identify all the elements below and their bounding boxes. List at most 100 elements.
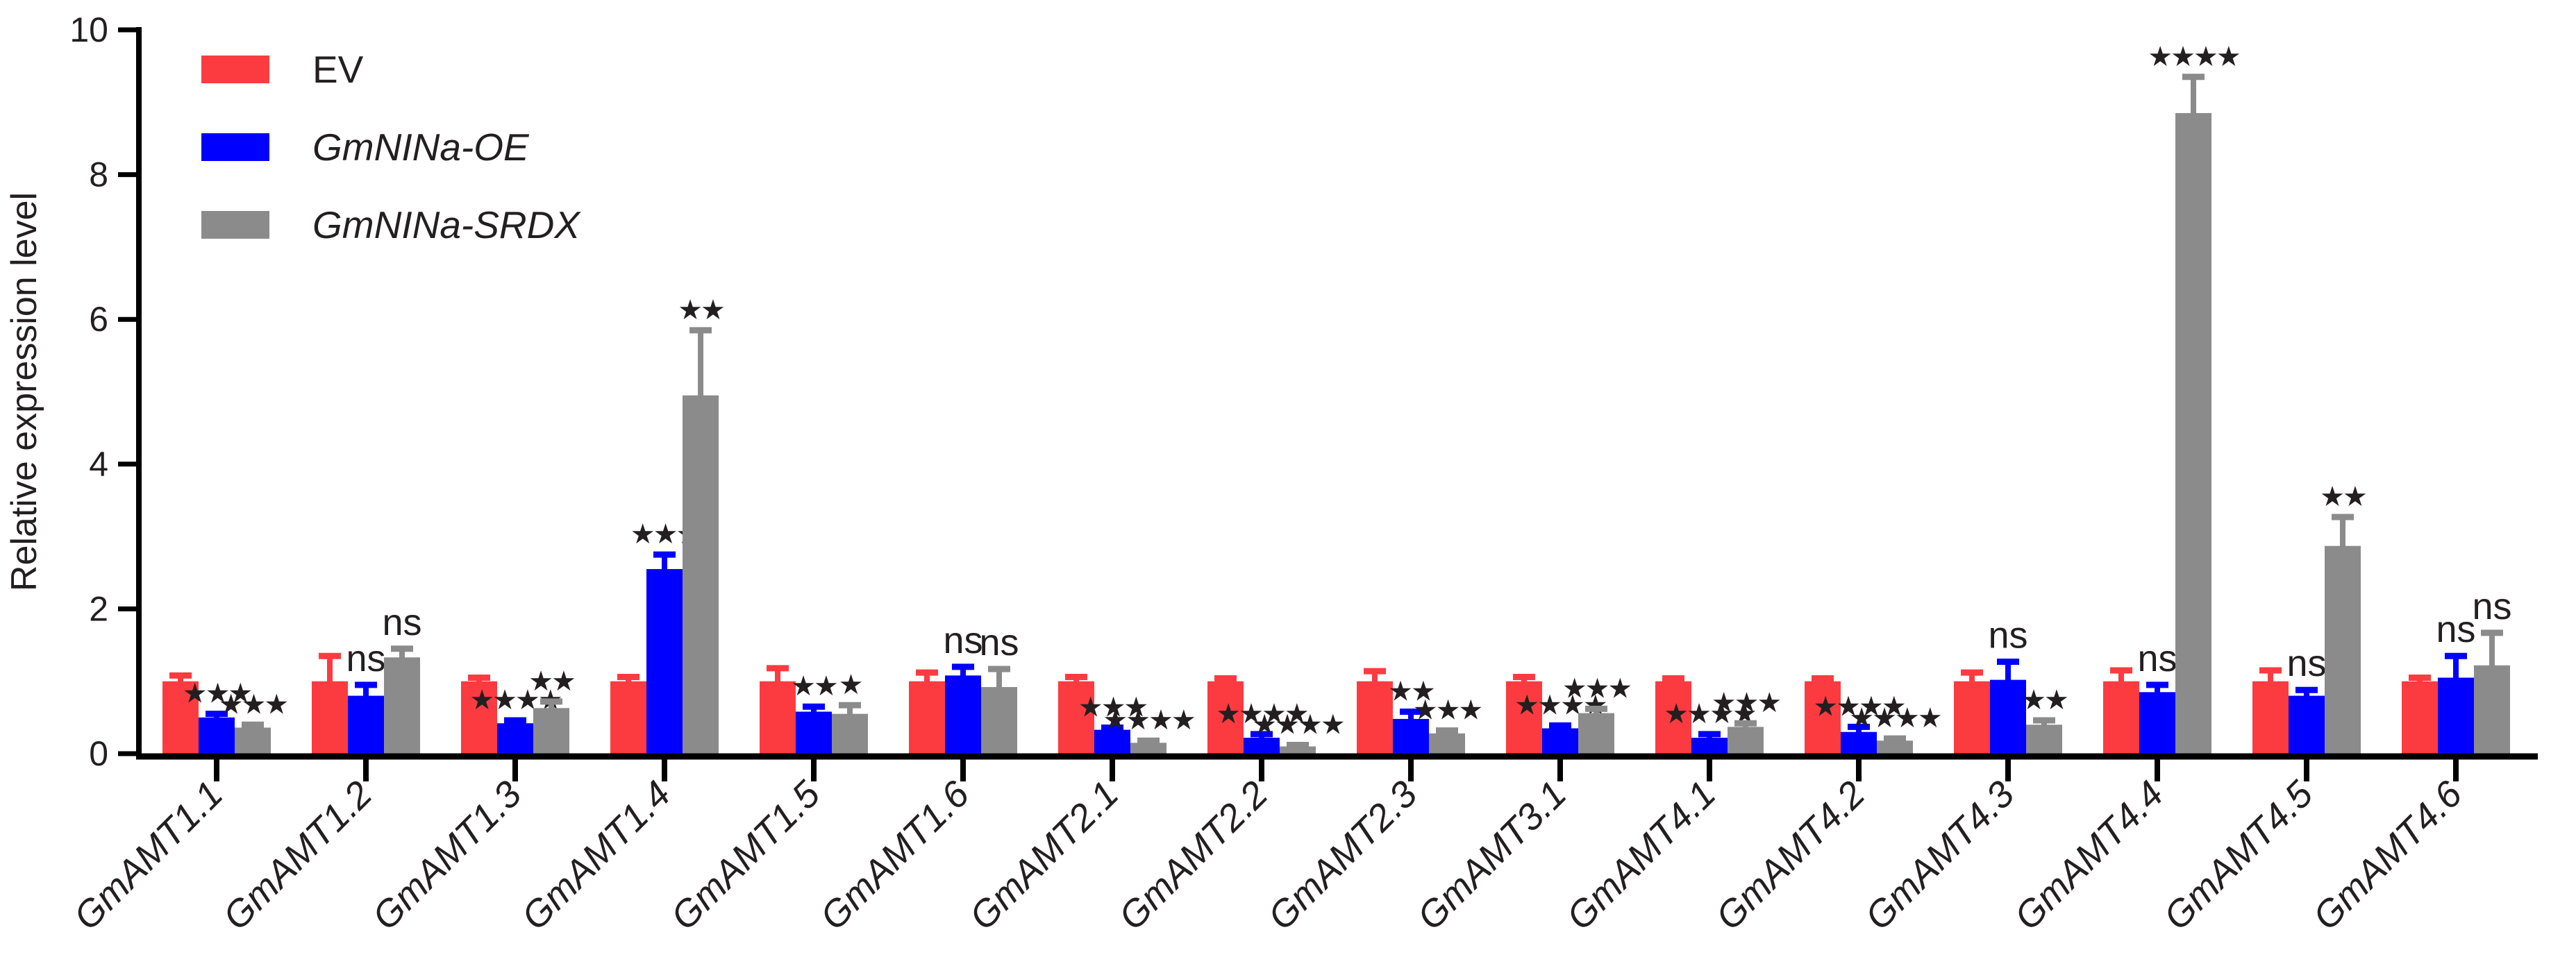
significance-label: ns bbox=[2137, 638, 2177, 679]
bar-EV-GmAMT2.2 bbox=[1207, 681, 1244, 754]
significance-label: ★★★ bbox=[219, 689, 288, 720]
significance-label: ns bbox=[943, 620, 982, 661]
bar-GmNINa-OE-GmAMT4.4 bbox=[2139, 692, 2175, 754]
bar-GmNINa-SRDX-GmAMT4.5 bbox=[2325, 545, 2361, 754]
bar-GmNINa-OE-GmAMT2.2 bbox=[1244, 738, 1280, 754]
x-tick-label: GmAMT4.2 bbox=[1708, 773, 1873, 938]
x-tick-label: GmAMT2.1 bbox=[962, 773, 1127, 938]
x-tick-label: GmAMT4.5 bbox=[2156, 772, 2321, 938]
y-axis-title: Relative expression level bbox=[4, 192, 44, 591]
x-tick-label: GmAMT2.3 bbox=[1260, 773, 1425, 938]
x-tick-label: GmAMT4.6 bbox=[2305, 772, 2470, 938]
significance-label: ★★ bbox=[678, 295, 724, 325]
bar-GmNINa-SRDX-GmAMT1.2 bbox=[384, 657, 420, 754]
legend-label-GmNINa-SRDX: GmNINa-SRDX bbox=[312, 203, 581, 246]
bar-EV-GmAMT4.1 bbox=[1655, 681, 1691, 754]
significance-label: ns bbox=[2436, 609, 2475, 650]
significance-label: ns bbox=[2472, 586, 2511, 627]
significance-label: ★★★★ bbox=[2148, 42, 2240, 72]
significance-label: ★★ bbox=[791, 671, 837, 702]
bar-GmNINa-OE-GmAMT4.2 bbox=[1841, 731, 1877, 754]
bar-GmNINa-OE-GmAMT1.5 bbox=[796, 711, 832, 754]
y-tick-label: 6 bbox=[89, 300, 108, 339]
x-tick-label: GmAMT3.1 bbox=[1410, 773, 1575, 938]
x-tick-label: GmAMT4.3 bbox=[1857, 773, 2023, 938]
bar-GmNINa-SRDX-GmAMT4.3 bbox=[2026, 725, 2062, 754]
significance-label: ★★★★ bbox=[1103, 705, 1195, 736]
bar-EV-GmAMT4.5 bbox=[2252, 681, 2289, 754]
bar-GmNINa-OE-GmAMT2.1 bbox=[1094, 729, 1130, 754]
bar-GmNINa-SRDX-GmAMT1.6 bbox=[981, 687, 1017, 754]
bar-EV-GmAMT4.6 bbox=[2402, 681, 2438, 754]
bar-GmNINa-SRDX-GmAMT4.4 bbox=[2175, 112, 2211, 754]
bar-EV-GmAMT4.2 bbox=[1805, 681, 1841, 754]
bar-EV-GmAMT3.1 bbox=[1506, 681, 1542, 754]
significance-label: ★★★ bbox=[1078, 692, 1148, 722]
significance-label: ★★★ bbox=[1413, 695, 1482, 726]
bar-EV-GmAMT4.3 bbox=[1954, 681, 1990, 754]
bar-EV-GmAMT1.6 bbox=[909, 681, 945, 754]
bar-GmNINa-SRDX-GmAMT4.2 bbox=[1877, 740, 1913, 754]
bar-GmNINa-OE-GmAMT3.1 bbox=[1542, 728, 1578, 754]
bar-GmNINa-OE-GmAMT1.4 bbox=[646, 569, 683, 754]
significance-label: ★★ bbox=[2021, 685, 2068, 715]
legend-label-EV: EV bbox=[312, 48, 364, 91]
x-tick-label: GmAMT4.1 bbox=[1559, 773, 1724, 938]
bar-GmNINa-SRDX-GmAMT2.3 bbox=[1429, 733, 1465, 754]
significance-label: ns bbox=[979, 622, 1019, 663]
legend-label-GmNINa-OE: GmNINa-OE bbox=[312, 126, 530, 169]
legend-swatch-EV bbox=[201, 56, 269, 83]
bar-EV-GmAMT2.3 bbox=[1357, 681, 1393, 754]
x-tick-label: GmAMT1.5 bbox=[663, 772, 828, 938]
x-tick-label: GmAMT1.4 bbox=[514, 773, 679, 938]
significance-label: ★★ bbox=[528, 666, 575, 697]
bar-GmNINa-OE-GmAMT4.6 bbox=[2438, 677, 2474, 754]
x-tick-label: GmAMT1.2 bbox=[215, 773, 380, 938]
bar-GmNINa-SRDX-GmAMT1.3 bbox=[533, 708, 569, 754]
bar-GmNINa-SRDX-GmAMT1.4 bbox=[683, 395, 719, 754]
significance-label: ★ bbox=[839, 670, 862, 700]
x-tick-label: GmAMT1.1 bbox=[66, 773, 231, 938]
x-tick-label: GmAMT4.4 bbox=[2007, 773, 2172, 938]
bar-GmNINa-OE-GmAMT4.1 bbox=[1691, 738, 1728, 754]
y-tick-label: 2 bbox=[89, 589, 108, 628]
bar-GmNINa-SRDX-GmAMT4.6 bbox=[2474, 665, 2510, 754]
significance-label: ★★ bbox=[1388, 677, 1435, 707]
significance-label: ★★★ bbox=[183, 679, 252, 709]
x-tick-label: GmAMT1.6 bbox=[812, 772, 978, 938]
bar-GmNINa-OE-GmAMT1.1 bbox=[199, 717, 235, 754]
bar-EV-GmAMT1.5 bbox=[760, 681, 796, 754]
significance-label: ★★ bbox=[2320, 482, 2366, 512]
significance-label: ns bbox=[382, 602, 421, 643]
bar-EV-GmAMT2.1 bbox=[1058, 681, 1094, 754]
bar-EV-GmAMT1.3 bbox=[461, 681, 497, 754]
bar-GmNINa-OE-GmAMT2.3 bbox=[1393, 718, 1429, 754]
bar-GmNINa-SRDX-GmAMT2.2 bbox=[1280, 746, 1316, 754]
bar-EV-GmAMT1.2 bbox=[312, 681, 348, 754]
x-tick-label: GmAMT1.3 bbox=[365, 773, 530, 938]
bar-GmNINa-SRDX-GmAMT2.1 bbox=[1130, 743, 1166, 754]
significance-label: ns bbox=[1988, 615, 2027, 657]
bar-EV-GmAMT1.1 bbox=[162, 681, 199, 754]
x-tick-label: GmAMT2.2 bbox=[1111, 773, 1276, 938]
significance-label: ns bbox=[346, 638, 385, 679]
significance-label: ★★★★ bbox=[1813, 691, 1905, 722]
significance-label: ★★★ bbox=[1712, 688, 1781, 718]
bar-GmNINa-OE-GmAMT4.3 bbox=[1990, 679, 2026, 754]
bar-GmNINa-SRDX-GmAMT1.5 bbox=[832, 713, 868, 754]
bar-EV-GmAMT4.4 bbox=[2103, 681, 2139, 754]
bar-GmNINa-OE-GmAMT1.3 bbox=[497, 723, 533, 754]
significance-label: ★★★★ bbox=[1252, 709, 1344, 740]
bar-GmNINa-OE-GmAMT4.5 bbox=[2289, 695, 2325, 754]
bar-GmNINa-OE-GmAMT1.6 bbox=[945, 675, 981, 754]
legend-swatch-GmNINa-SRDX bbox=[201, 211, 269, 239]
bar-GmNINa-SRDX-GmAMT1.1 bbox=[235, 727, 271, 754]
bar-EV-GmAMT1.4 bbox=[610, 681, 646, 754]
y-tick-label: 8 bbox=[89, 155, 108, 194]
y-tick-label: 0 bbox=[89, 734, 108, 773]
legend-swatch-GmNINa-OE bbox=[201, 133, 269, 161]
bar-GmNINa-OE-GmAMT1.2 bbox=[348, 695, 384, 754]
y-tick-label: 4 bbox=[89, 445, 108, 484]
